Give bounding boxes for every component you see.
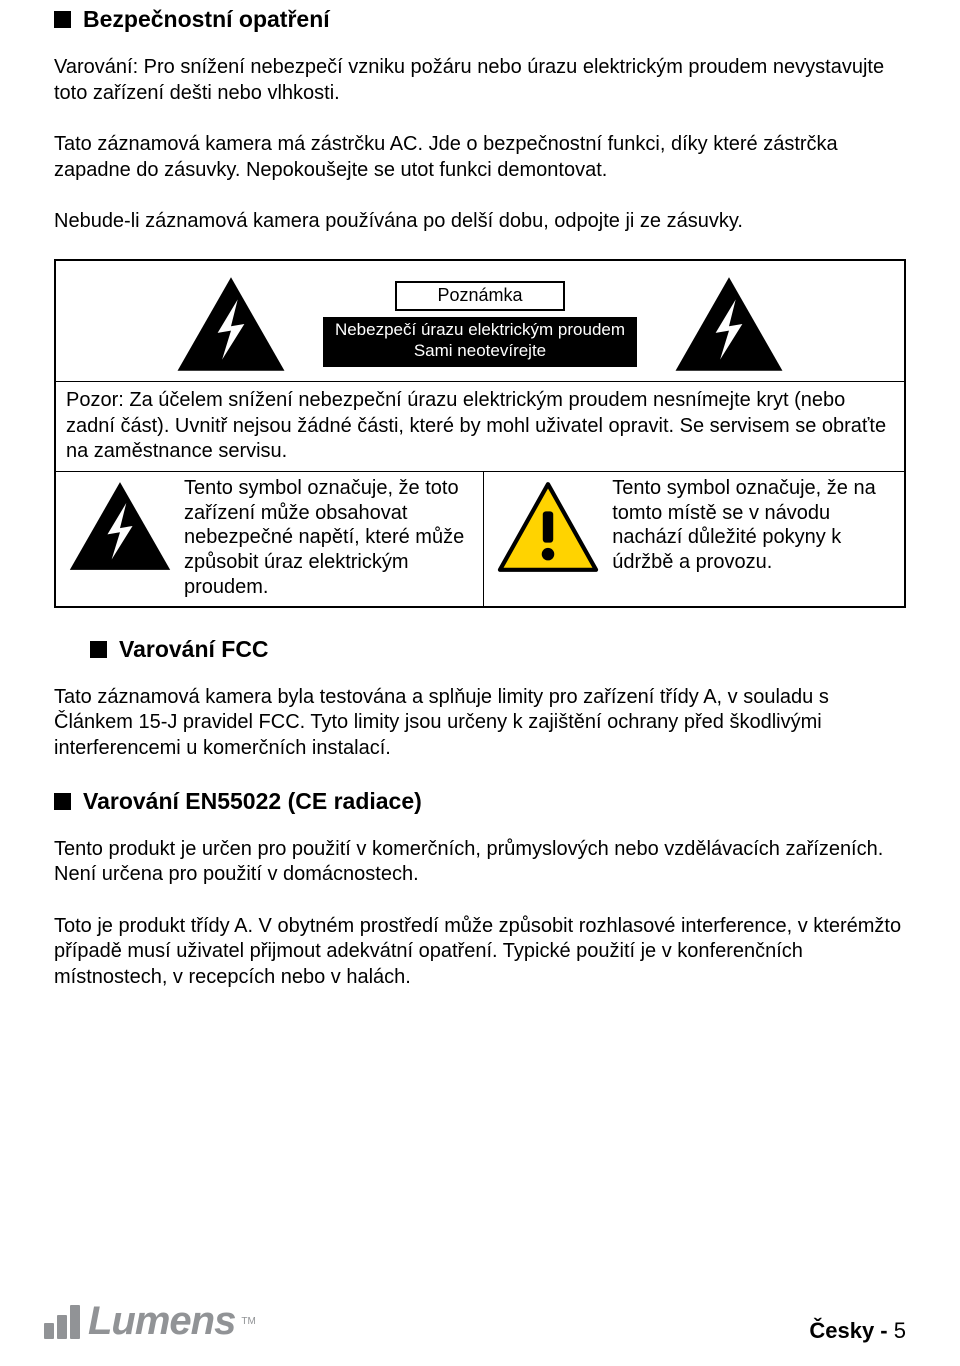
section-title-text: Varování EN55022 (CE radiace) bbox=[83, 788, 422, 815]
page-language: Česky - bbox=[809, 1318, 887, 1343]
note-line-1: Nebezpečí úrazu elektrickým proudem bbox=[335, 320, 625, 341]
en55022-paragraph-1: Tento produkt je určen pro použití v kom… bbox=[54, 837, 906, 888]
note-label: Poznámka bbox=[395, 281, 564, 311]
bullet-square-icon bbox=[90, 641, 107, 658]
warning-body-text: Pozor: Za účelem snížení nebezpeční úraz… bbox=[56, 381, 904, 471]
logo-bar bbox=[57, 1315, 67, 1339]
trademark-icon: TM bbox=[241, 1316, 255, 1327]
page-number: 5 bbox=[894, 1318, 906, 1343]
warning-cell-left-text: Tento symbol označuje, že toto zařízení … bbox=[184, 476, 477, 600]
caution-triangle-icon bbox=[492, 476, 604, 574]
bullet-square-icon bbox=[54, 11, 71, 28]
safety-paragraph-1: Varování: Pro snížení nebezpečí vzniku p… bbox=[54, 55, 906, 106]
warning-cell-right-text: Tento symbol označuje, že na tomto místě… bbox=[612, 476, 898, 575]
bullet-square-icon bbox=[54, 793, 71, 810]
section-title-safety: Bezpečnostní opatření bbox=[54, 6, 906, 33]
shock-triangle-icon bbox=[673, 275, 785, 373]
logo-bar bbox=[44, 1323, 54, 1339]
section-title-en55022: Varování EN55022 (CE radiace) bbox=[54, 788, 906, 815]
warning-cell-left: Tento symbol označuje, že toto zařízení … bbox=[56, 472, 484, 606]
brand-logo: Lumens TM bbox=[44, 1299, 256, 1344]
warning-note-column: Poznámka Nebezpečí úrazu elektrickým pro… bbox=[323, 281, 637, 366]
shock-triangle-icon bbox=[64, 476, 176, 572]
section-title-text: Varování FCC bbox=[119, 636, 269, 663]
section-title-text: Bezpečnostní opatření bbox=[83, 6, 330, 33]
note-black-box: Nebezpečí úrazu elektrickým proudem Sami… bbox=[323, 317, 637, 366]
shock-triangle-icon bbox=[175, 275, 287, 373]
section-title-fcc: Varování FCC bbox=[90, 636, 906, 663]
logo-bar bbox=[70, 1305, 80, 1339]
fcc-paragraph-1: Tato záznamová kamera byla testována a s… bbox=[54, 685, 906, 762]
note-line-2: Sami neotevírejte bbox=[335, 341, 625, 362]
en55022-paragraph-2: Toto je produkt třídy A. V obytném prost… bbox=[54, 914, 906, 991]
page-number-label: Česky - 5 bbox=[809, 1318, 906, 1344]
warning-symbol-row: Tento symbol označuje, že toto zařízení … bbox=[56, 471, 904, 606]
safety-paragraph-2: Tato záznamová kamera má zástrčku AC. Jd… bbox=[54, 132, 906, 183]
logo-bars-icon bbox=[44, 1305, 80, 1339]
safety-paragraph-3: Nebude-li záznamová kamera používána po … bbox=[54, 209, 906, 235]
warning-box: Poznámka Nebezpečí úrazu elektrickým pro… bbox=[54, 259, 906, 608]
brand-name: Lumens bbox=[88, 1299, 235, 1344]
warning-box-header: Poznámka Nebezpečí úrazu elektrickým pro… bbox=[56, 261, 904, 381]
page-footer: Lumens TM Česky - 5 bbox=[0, 1299, 960, 1344]
warning-cell-right: Tento symbol označuje, že na tomto místě… bbox=[484, 472, 904, 606]
